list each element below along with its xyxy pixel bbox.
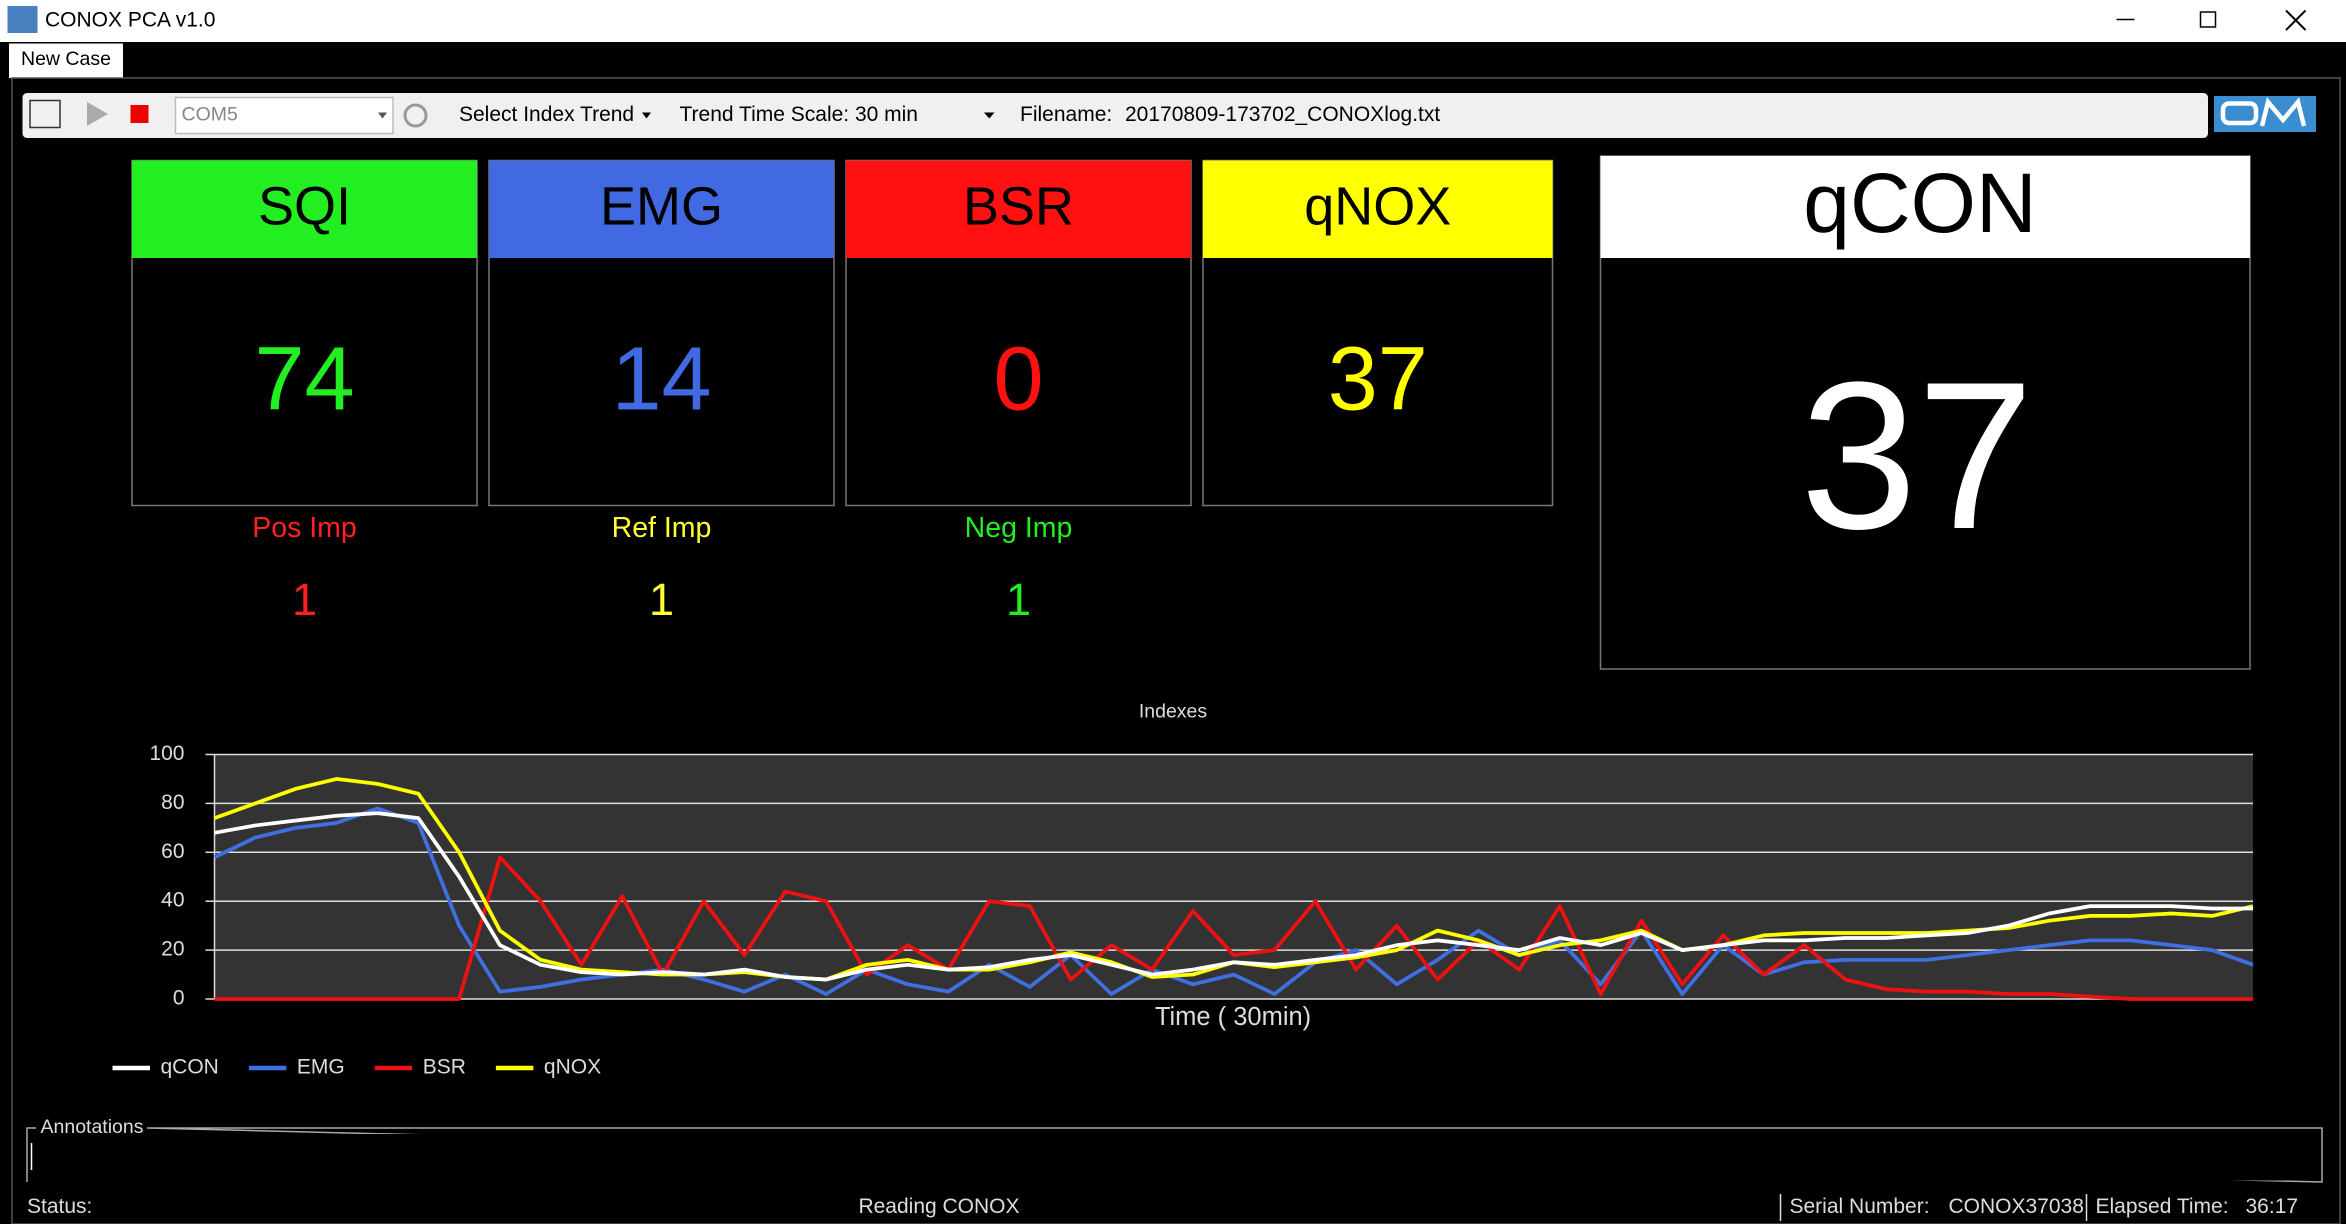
dropdown-arrow: [378, 112, 387, 119]
fullscreen-button[interactable]: [29, 99, 61, 129]
index-name: SQI: [258, 176, 351, 236]
logo-mark: [2220, 101, 2259, 126]
series-line: [214, 855, 2253, 1001]
main-index-value: 37: [1800, 338, 2034, 573]
index-name: qNOX: [1304, 176, 1451, 236]
status-label: Status:: [27, 1195, 92, 1218]
main-index-header: [1600, 156, 2250, 258]
tab[interactable]: [9, 43, 123, 79]
legend-label: EMG: [297, 1056, 345, 1079]
series-line: [214, 811, 2253, 982]
tab-label: New Case: [21, 48, 111, 70]
index-name: EMG: [600, 176, 723, 236]
y-tick-label: 0: [173, 987, 185, 1010]
impedance-value: 1: [649, 574, 674, 625]
window-title: CONOX PCA v1.0: [45, 9, 215, 32]
port-select[interactable]: [174, 96, 394, 135]
annotations-input[interactable]: [28, 1134, 2321, 1181]
legend-label: qNOX: [544, 1056, 601, 1079]
main-index-name: qCON: [1803, 156, 2036, 250]
legend-label: BSR: [423, 1056, 466, 1079]
filename: 20170809-173702_CONOXlog.txt: [1125, 103, 1440, 126]
index-header: [846, 160, 1191, 258]
index-value: 14: [611, 329, 711, 429]
serial-number: CONOX37038: [1949, 1195, 2084, 1218]
index-trend-button[interactable]: Select Index Trend: [459, 103, 634, 126]
index-value: 37: [1328, 329, 1428, 429]
x-axis-label: Time ( 30min): [1155, 1003, 1311, 1031]
filename-label: Filename:: [1020, 103, 1112, 126]
y-tick-label: 100: [149, 742, 184, 765]
dropdown-arrow: [984, 112, 995, 119]
index-header: [489, 160, 834, 258]
play-button[interactable]: [87, 102, 108, 126]
impedance-label: Ref Imp: [612, 512, 712, 544]
legend-label: qCON: [161, 1056, 219, 1079]
elapsed-label: Elapsed Time:: [2096, 1195, 2229, 1218]
logo-mark: [2259, 97, 2307, 127]
annotations-label: Annotations: [41, 1116, 144, 1138]
impedance-value: 1: [292, 574, 317, 625]
close-button[interactable]: [2285, 9, 2307, 31]
refresh-button[interactable]: [403, 103, 428, 128]
y-tick-label: 80: [161, 791, 184, 814]
index-header: [1203, 160, 1553, 258]
impedance-label: Neg Imp: [965, 512, 1073, 544]
y-tick-label: 40: [161, 889, 184, 912]
index-value: 0: [993, 329, 1043, 429]
chart-title: Indexes: [1139, 701, 1208, 723]
elapsed-time: 36:17: [2246, 1195, 2299, 1218]
status-text: Reading CONOX: [858, 1195, 1019, 1218]
restore-button[interactable]: [2199, 11, 2217, 28]
time-scale-select[interactable]: Trend Time Scale: 30 min: [680, 103, 919, 126]
index-value: 74: [254, 329, 354, 429]
serial-label: Serial Number:: [1790, 1195, 1930, 1218]
toolbar: [22, 93, 2208, 138]
title-bar: [0, 0, 2346, 42]
index-name: BSR: [963, 176, 1074, 236]
index-header: [132, 160, 477, 258]
port-text: COM5: [182, 104, 238, 126]
app-icon: [7, 6, 38, 33]
y-tick-label: 60: [161, 840, 184, 863]
stop-button[interactable]: [130, 105, 149, 123]
impedance-label: Pos Imp: [252, 512, 357, 544]
series-line: [213, 806, 2254, 996]
dropdown-arrow: [642, 112, 651, 119]
y-tick-label: 20: [161, 938, 184, 961]
impedance-value: 1: [1006, 574, 1031, 625]
